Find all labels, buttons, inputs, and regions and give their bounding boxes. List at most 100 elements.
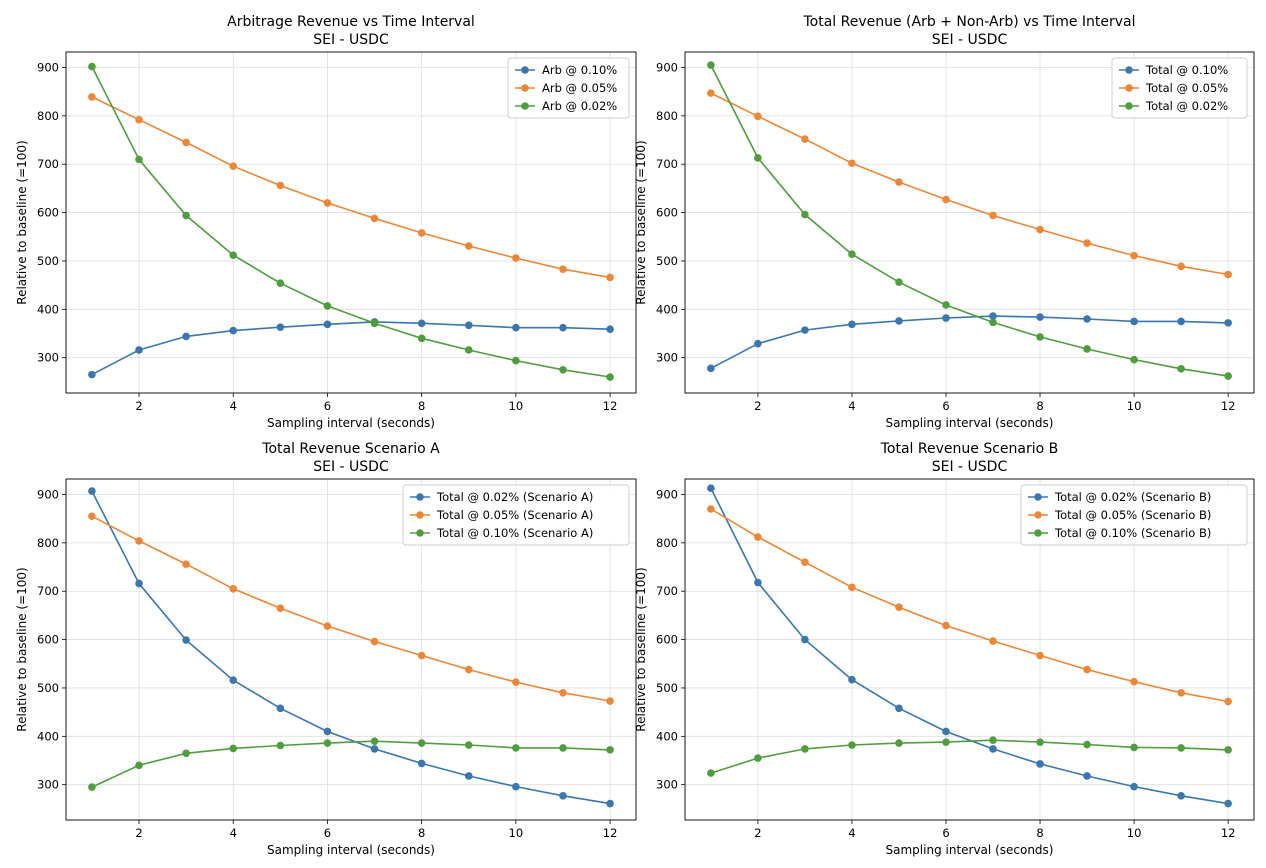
data-point bbox=[1036, 651, 1044, 660]
data-point bbox=[182, 560, 190, 568]
data-point bbox=[417, 319, 426, 328]
data-point bbox=[88, 62, 96, 71]
chart-subtitle: SEI - USDC bbox=[932, 32, 1008, 48]
data-point bbox=[1036, 333, 1044, 341]
legend-marker bbox=[416, 493, 424, 501]
data-point bbox=[1224, 746, 1232, 754]
data-point bbox=[1036, 760, 1044, 768]
plot-frame bbox=[65, 51, 637, 394]
series-2 bbox=[707, 505, 1232, 706]
data-point bbox=[559, 744, 567, 752]
legend-label: Total @ 0.02% bbox=[1145, 99, 1228, 113]
data-point bbox=[707, 505, 715, 513]
data-point bbox=[135, 579, 143, 588]
data-point bbox=[88, 487, 96, 495]
data-point bbox=[417, 739, 426, 747]
data-point bbox=[182, 749, 190, 758]
y-tick-label: 600 bbox=[656, 206, 678, 220]
x-tick-label: 12 bbox=[1221, 826, 1236, 840]
data-point bbox=[942, 195, 950, 204]
data-point bbox=[754, 533, 762, 541]
data-point bbox=[1224, 799, 1232, 808]
legend: Total @ 0.10% Total @ 0.05% Total @ 0.02% bbox=[1111, 57, 1248, 119]
x-tick-label: 12 bbox=[1221, 399, 1236, 413]
y-tick-label: 300 bbox=[37, 778, 59, 792]
chart-subtitle: SEI - USDC bbox=[313, 32, 389, 48]
data-point bbox=[801, 326, 809, 334]
chart-title: Total Revenue Scenario A bbox=[261, 441, 440, 457]
data-point bbox=[895, 739, 903, 747]
data-point bbox=[512, 744, 520, 752]
legend-marker bbox=[1034, 493, 1042, 501]
y-tick-label: 800 bbox=[37, 536, 59, 550]
data-point bbox=[323, 727, 332, 736]
data-point bbox=[276, 741, 285, 750]
x-tick-label: 10 bbox=[509, 399, 524, 413]
y-axis-label: Relative to baseline (=100) bbox=[634, 140, 648, 304]
data-point bbox=[1130, 743, 1138, 752]
data-point bbox=[801, 635, 809, 644]
y-tick-label: 600 bbox=[37, 206, 59, 220]
chart-1: Arbitrage Revenue vs Time Interval SEI - … bbox=[15, 14, 637, 430]
x-tick-label: 12 bbox=[603, 826, 618, 840]
data-point bbox=[801, 558, 809, 566]
data-point bbox=[323, 622, 332, 630]
y-tick-label: 400 bbox=[656, 729, 678, 743]
x-tick-label: 4 bbox=[848, 826, 855, 840]
y-tick-label: 500 bbox=[37, 681, 59, 695]
data-point bbox=[989, 211, 997, 220]
x-tick-label: 10 bbox=[1127, 826, 1142, 840]
data-point bbox=[370, 745, 379, 753]
data-point bbox=[989, 745, 997, 753]
legend-label: Total @ 0.02% (Scenario A) bbox=[436, 490, 593, 504]
data-point bbox=[1083, 665, 1091, 674]
x-tick-label: 8 bbox=[418, 399, 425, 413]
data-point bbox=[135, 115, 143, 124]
legend-marker bbox=[521, 102, 529, 110]
chart-subtitle: SEI - USDC bbox=[313, 459, 389, 475]
legend-label: Total @ 0.10% (Scenario A) bbox=[436, 526, 593, 540]
data-point bbox=[989, 318, 997, 327]
legend: Total @ 0.02% (Scenario B) Total @ 0.05% … bbox=[1020, 484, 1248, 546]
data-point bbox=[417, 334, 426, 343]
data-point bbox=[1177, 317, 1185, 326]
data-point bbox=[559, 265, 567, 273]
data-point bbox=[417, 651, 426, 660]
data-point bbox=[707, 484, 715, 492]
legend-box bbox=[507, 57, 630, 119]
y-tick-label: 700 bbox=[37, 584, 59, 598]
data-point bbox=[848, 583, 856, 592]
data-point bbox=[895, 317, 903, 325]
data-point bbox=[135, 346, 143, 354]
legend-label: Total @ 0.10% bbox=[1145, 63, 1228, 77]
data-point bbox=[1130, 677, 1138, 686]
legend-marker bbox=[521, 84, 529, 92]
data-point bbox=[1130, 355, 1138, 364]
data-point bbox=[942, 314, 950, 322]
data-point bbox=[895, 178, 903, 186]
y-tick-label: 500 bbox=[656, 681, 678, 695]
data-point bbox=[135, 155, 143, 164]
data-point bbox=[1224, 697, 1232, 706]
data-point bbox=[606, 273, 614, 282]
data-point bbox=[1130, 782, 1138, 791]
data-point bbox=[1224, 319, 1232, 327]
data-point bbox=[464, 741, 473, 749]
y-tick-label: 300 bbox=[37, 351, 59, 365]
x-tick-label: 4 bbox=[230, 399, 237, 413]
data-point bbox=[276, 604, 285, 612]
legend-label: Total @ 0.05% (Scenario B) bbox=[1054, 508, 1211, 522]
data-point bbox=[464, 665, 473, 674]
x-tick-label: 2 bbox=[754, 826, 761, 840]
data-point bbox=[1036, 313, 1044, 321]
series-2 bbox=[88, 512, 614, 705]
y-tick-label: 400 bbox=[37, 302, 59, 316]
data-point bbox=[182, 211, 190, 220]
data-point bbox=[464, 242, 473, 250]
data-point bbox=[801, 210, 809, 219]
data-point bbox=[512, 356, 520, 365]
data-point bbox=[848, 250, 856, 258]
y-tick-label: 600 bbox=[656, 633, 678, 647]
data-point bbox=[1177, 744, 1185, 752]
legend-box bbox=[1111, 57, 1248, 119]
